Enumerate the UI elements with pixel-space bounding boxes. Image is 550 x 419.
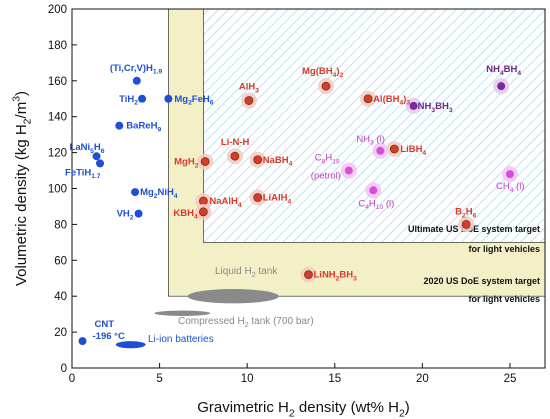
point-tih2 — [138, 94, 147, 103]
point-label-b2h6: B2H6 — [455, 206, 476, 219]
point-ti-cr-v-h1-9 — [132, 76, 141, 85]
point-label-lani5h6: LaNi5H6 — [70, 142, 105, 155]
point-label-bareh9: BaReH9 — [126, 121, 161, 134]
point-alh3 — [244, 96, 254, 105]
point-label-petrol: (petrol) — [311, 171, 341, 182]
point-vh2 — [134, 209, 143, 218]
point-mgh2 — [200, 157, 210, 166]
y-axis-title: Volumetric density (kg H2/m3) — [11, 91, 34, 286]
point-lani5h6 — [92, 152, 101, 161]
region-liquid-h2-tank — [187, 289, 279, 304]
point-linh2bh3 — [304, 270, 313, 280]
point-label-alh3: AlH3 — [239, 82, 259, 95]
y-tick-label: 40 — [54, 291, 67, 303]
y-tick-label: 0 — [61, 363, 67, 375]
point-label-tih2: TiH2 — [119, 94, 138, 107]
point-label-nh4bh4: NH4BH4 — [486, 64, 521, 77]
point-label-mg2feh6: Mg2FeH6 — [174, 94, 213, 107]
point-label-linh2bh3: LiNH2BH3 — [314, 270, 358, 283]
point-mg2feh6 — [164, 94, 173, 103]
point-label-kbh4: KBH4 — [173, 208, 198, 221]
point-label-nabh4: NaBH4 — [263, 155, 293, 168]
point-mg2nih4 — [131, 188, 140, 197]
point-label-mg2nih4: Mg2NiH4 — [140, 187, 178, 200]
region-label-li-ion-batteries: Li-ion batteries — [148, 334, 214, 345]
point-ch4-l — [505, 170, 514, 179]
point-label-lialh4: LiAlH4 — [263, 192, 292, 205]
y-tick-label: 200 — [48, 4, 67, 16]
y-tick-label: 120 — [48, 148, 67, 160]
point-kbh4 — [198, 207, 208, 217]
x-tick-label: 15 — [328, 373, 341, 385]
target-2020-sublabel: for light vehicles — [468, 294, 540, 304]
point-c4h10-l — [369, 186, 378, 195]
point-nabh4 — [253, 155, 263, 165]
y-tick-label: 60 — [54, 255, 67, 267]
target-ultimate-sublabel: for light vehicles — [468, 244, 540, 254]
region-label-compressed-h2-tank-700-bar: Compressed H2 tank (700 bar) — [178, 316, 314, 329]
point-label-nh3bh3: NH3BH3 — [418, 101, 453, 114]
storage-regions: Liquid H2 tank Compressed H2 tank (700 ba… — [115, 266, 314, 349]
point-nh3-l — [376, 146, 385, 155]
y-tick-label: 20 — [54, 327, 67, 339]
target-ultimate-label: Ultimate US DoE system target — [408, 224, 540, 234]
point-label-vh2: VH2 — [117, 209, 134, 222]
region-label-liquid-h2-tank: Liquid H2 tank — [215, 266, 278, 279]
x-tick-label: 20 — [416, 373, 429, 385]
axis-titles: Gravimetric H2 density (wt% H2) Volumetri… — [11, 91, 410, 419]
region-li-ion-batteries — [115, 341, 146, 349]
point-fetih1-7 — [96, 159, 105, 168]
region-compressed-h2-tank-700-bar — [154, 310, 211, 316]
point-label-mgh2: MgH2 — [174, 157, 199, 170]
y-tick-label: 180 — [48, 40, 67, 52]
point-bareh9 — [115, 121, 124, 130]
point-li-n-h — [230, 151, 240, 161]
point-c8h18-petrol — [344, 166, 353, 175]
axis-ticks: 0 5 10 15 20 25 0 20 40 60 80 100 120 140 160 180 200 — [48, 4, 517, 385]
point-label-al-bh4-3: Al(BH4)3 — [373, 94, 410, 107]
x-tick-label: 10 — [241, 373, 254, 385]
y-tick-label: 80 — [54, 219, 67, 231]
point-label-naalh4: NaAlH4 — [209, 196, 242, 209]
point-nh4bh4 — [497, 82, 506, 91]
point-al-bh4-3 — [363, 94, 373, 104]
point-label-c4h10-l: C4H10 (l) — [358, 198, 394, 211]
point-label-ti-cr-v-h1-9: (Ti,Cr,V)H1.9 — [110, 63, 163, 76]
x-tick-label: 25 — [504, 373, 517, 385]
point-label-nh3-l: NH3 (l) — [356, 134, 385, 147]
point-libh4 — [389, 144, 399, 154]
point-mg-bh4-2 — [321, 81, 331, 91]
point-label-mg-bh4-2: Mg(BH4)2 — [302, 66, 344, 79]
point-label-cnt-196-c: CNT -196 °C — [93, 319, 125, 342]
point-cnt-196-c — [78, 337, 87, 346]
target-regions: Ultimate US DoE system target for light v… — [168, 8, 546, 304]
x-tick-label: 0 — [69, 373, 75, 385]
y-tick-label: 100 — [48, 184, 67, 196]
x-axis-title: Gravimetric H2 density (wt% H2) — [197, 399, 410, 419]
y-tick-label: 160 — [48, 76, 67, 88]
point-labels: (Ti,Cr,V)H1.9 TiH2 Mg2FeH6 BaReH9 LaNi5H6 FeT… — [65, 63, 524, 342]
target-2020-label: 2020 US DoE system target — [423, 276, 540, 286]
point-lialh4 — [253, 193, 263, 202]
point-label-ch4-l: CH4 (l) — [496, 181, 525, 194]
point-label-libh4: LiBH4 — [400, 144, 426, 157]
x-tick-label: 5 — [156, 373, 162, 385]
point-label-li-n-h: Li-N-H — [221, 137, 250, 148]
y-tick-label: 140 — [48, 112, 67, 124]
point-nh3bh3 — [409, 101, 418, 110]
point-b2h6 — [461, 219, 471, 229]
point-label-fetih1-7: FeTiH1.7 — [65, 167, 101, 180]
data-points — [78, 76, 518, 346]
point-label-c8h18-petrol: C8H18 — [315, 153, 340, 166]
